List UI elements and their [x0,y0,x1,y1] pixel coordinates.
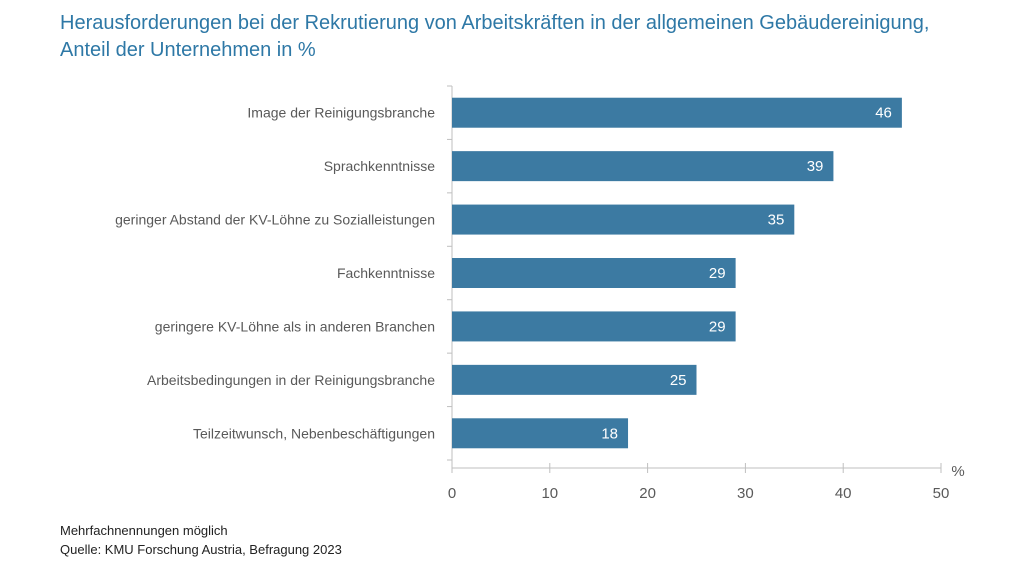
category-label: Arbeitsbedingungen in der Reinigungsbran… [147,372,435,388]
bar [452,418,629,449]
category-label: geringer Abstand der KV-Löhne zu Soziall… [115,212,435,228]
chart-title-line-1: Herausforderungen bei der Rekrutierung v… [60,12,930,34]
x-axis-unit-label: % [951,463,964,480]
data-label: 18 [601,425,618,442]
bar [452,364,697,395]
data-label: 29 [709,265,726,282]
category-label: Fachkenntnisse [337,265,435,281]
chart-title: Herausforderungen bei der Rekrutierung v… [60,10,1000,64]
category-label: Teilzeitwunsch, Nebenbeschäftigungen [193,425,435,441]
data-label: 46 [875,105,892,122]
x-tick-label: 10 [541,485,558,502]
bar [452,204,795,235]
category-label: Sprachkenntnisse [324,158,436,174]
x-tick-label: 0 [448,485,456,502]
chart-title-line-2: Anteil der Unternehmen in % [60,39,316,61]
x-tick-label: 20 [639,485,656,502]
data-label: 25 [670,372,687,389]
data-label: 29 [709,318,726,335]
bar [452,97,902,128]
data-label: 35 [768,212,785,229]
footnote-multiple-answers: Mehrfachnennungen möglich [60,523,228,538]
x-tick-label: 50 [933,485,950,502]
bar [452,151,834,182]
x-tick-label: 30 [737,485,754,502]
source-note: Quelle: KMU Forschung Austria, Befragung… [60,542,342,557]
chart-footer: Mehrfachnennungen möglich Quelle: KMU Fo… [60,521,342,559]
data-label: 39 [807,158,824,175]
bar [452,258,736,288]
x-tick-label: 40 [835,485,852,502]
category-label: Image der Reinigungsbranche [247,105,435,121]
category-label: geringere KV-Löhne als in anderen Branch… [155,318,435,334]
bar [452,311,736,342]
